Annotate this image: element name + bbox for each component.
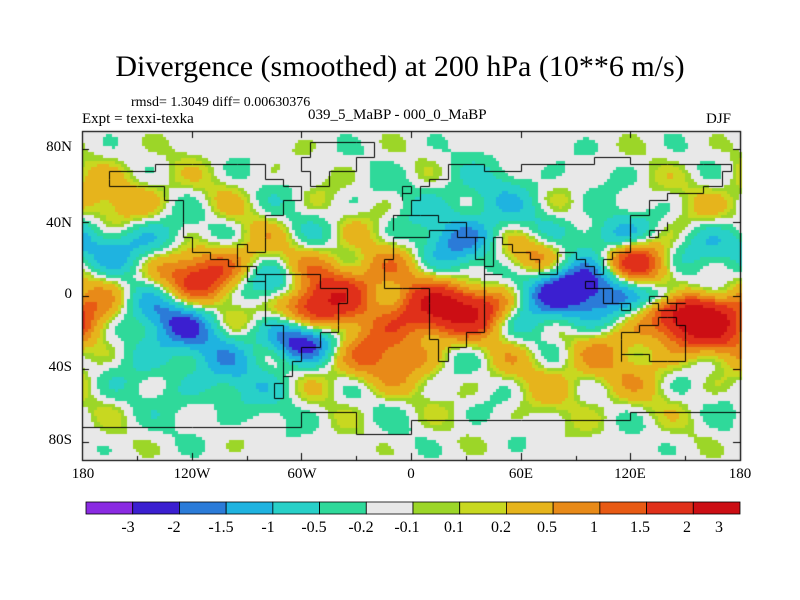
case-subtitle: 039_5_MaBP - 000_0_MaBP [308,107,487,123]
colorbar-swatch [179,501,227,515]
colorbar-label: -0.1 [394,519,420,536]
x-tick-label: 60W [287,466,317,482]
colorbar-label: 3 [715,519,723,536]
colorbar-swatch [412,501,461,515]
season-label: DJF [706,111,732,127]
colorbar-label: -3 [121,519,135,536]
y-tick-label: 0 [64,286,73,302]
plot-title: Divergence (smoothed) at 200 hPa (10**6 … [115,50,685,83]
colorbar-swatch [365,501,414,515]
y-tick-label: 40N [46,215,72,231]
colorbar-swatch [506,501,554,515]
y-tick-label: 80S [48,432,72,448]
colorbar-swatch [132,501,180,515]
y-tick-label: 40S [48,359,72,375]
colorbar-label: 0.1 [444,519,464,536]
colorbar-label: -1.5 [208,519,234,536]
colorbar-swatch [599,501,647,515]
x-tick-label: 60E [508,466,534,482]
colorbar-swatch [692,501,741,515]
colorbar-swatch [552,501,601,515]
colorbar-label: -0.2 [348,519,374,536]
colorbar-swatch [272,501,320,515]
colorbar-label: -2 [167,519,181,536]
stats-text: rmsd= 1.3049 diff= 0.00630376 [131,95,311,110]
x-tick-label: 180 [71,466,95,482]
colorbar-swatch [319,501,367,515]
colorbar-label: -1 [261,519,275,536]
y-tick-label: 80N [46,139,72,155]
x-tick-label: 180 [728,466,752,482]
colorbar-label: 1 [590,519,598,536]
colorbar-swatch [646,501,694,515]
x-tick-label: 120E [614,466,646,482]
colorbar-swatch [85,501,134,515]
colorbar-label: 0.2 [491,519,511,536]
x-tick-label: 120W [173,466,211,482]
colorbar-label: 0.5 [537,519,557,536]
colorbar-label: 1.5 [630,519,650,536]
colorbar-swatch [459,501,507,515]
colorbar-label: -0.5 [301,519,327,536]
colorbar-swatch [225,501,274,515]
colorbar-label: 2 [683,519,691,536]
x-tick-label: 0 [407,466,415,482]
experiment-label: Expt = texxi-texka [82,111,194,127]
